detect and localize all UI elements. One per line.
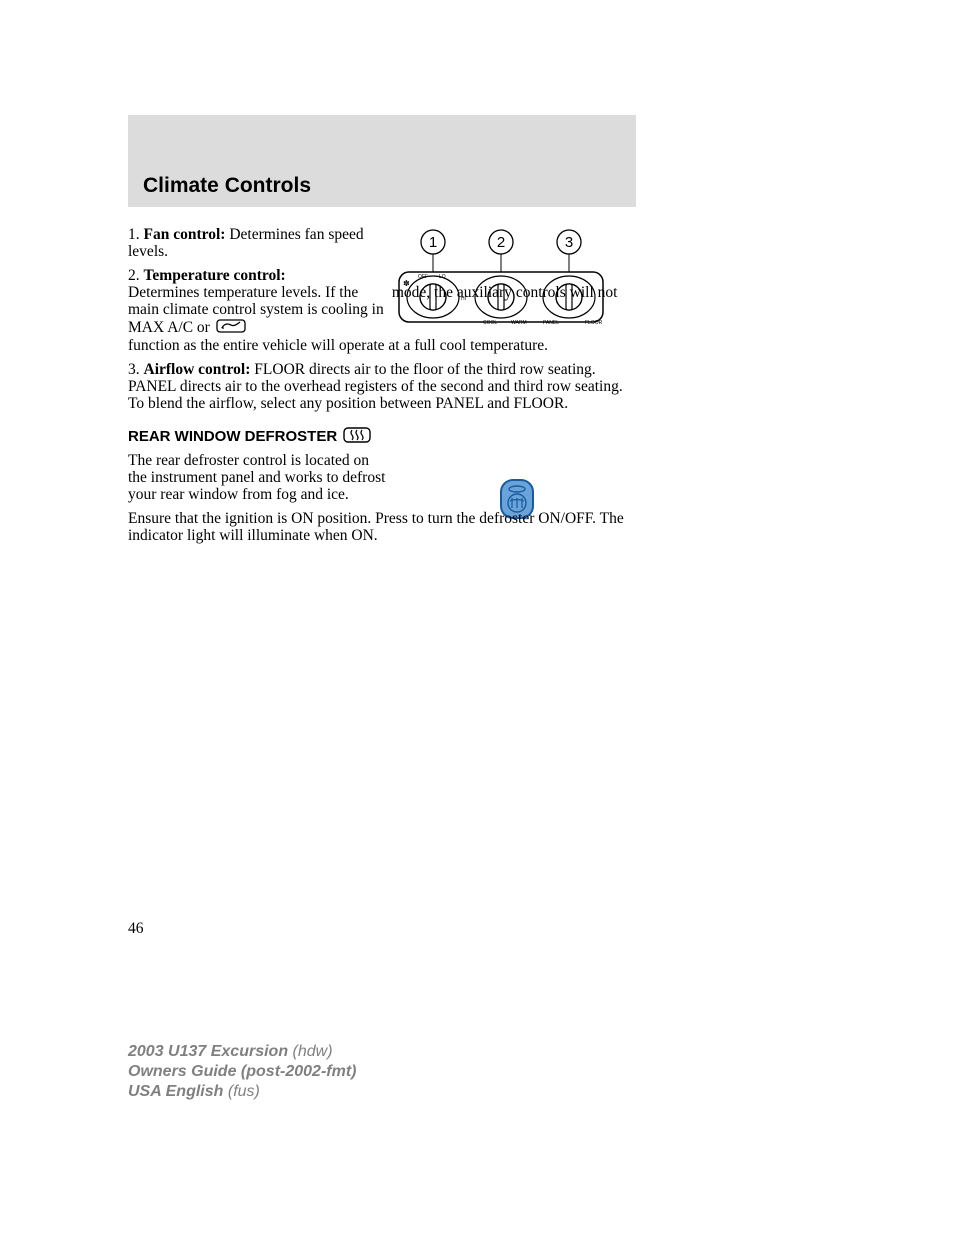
footer-line1-bold: 2003 U137 Excursion — [128, 1043, 293, 1060]
item2-text-a: Determines temperature levels. If the ma… — [128, 284, 384, 336]
footer-line3: USA English (fus) — [128, 1082, 356, 1102]
footer-block: 2003 U137 Excursion (hdw) Owners Guide (… — [128, 1042, 356, 1102]
rear-defroster-heading: REAR WINDOW DEFROSTER — [128, 427, 636, 448]
temperature-control-para: 2. Temperature control: Determines tempe… — [128, 267, 636, 355]
item3-label: Airflow control: — [144, 361, 251, 378]
item1-number: 1. — [128, 226, 144, 243]
item3-number: 3. — [128, 361, 144, 378]
footer-line3-bold: USA English — [128, 1083, 228, 1100]
body-content: 1. Fan control: Determines fan speed lev… — [128, 226, 636, 550]
footer-line3-ital: (fus) — [228, 1083, 260, 1100]
item2-label: Temperature control: — [144, 267, 286, 284]
section-title: Climate Controls — [143, 174, 311, 198]
item2-number: 2. — [128, 267, 144, 284]
page: Climate Controls 1 2 3 OFF — [0, 0, 954, 1235]
page-number: 46 — [128, 920, 144, 938]
footer-line2: Owners Guide (post-2002-fmt) — [128, 1062, 356, 1082]
recirculate-icon — [216, 319, 246, 337]
item1-label: Fan control: — [144, 226, 226, 243]
airflow-control-para: 3. Airflow control: FLOOR directs air to… — [128, 361, 636, 413]
defroster-para2: Ensure that the ignition is ON position.… — [128, 510, 636, 545]
rear-defroster-heading-text: REAR WINDOW DEFROSTER — [128, 429, 337, 446]
footer-line1: 2003 U137 Excursion (hdw) — [128, 1042, 356, 1062]
fan-control-para: 1. Fan control: Determines fan speed lev… — [128, 226, 388, 261]
footer-line1-ital: (hdw) — [293, 1043, 333, 1060]
rear-defrost-icon — [343, 427, 371, 448]
defroster-para1: The rear defroster control is located on… — [128, 452, 388, 504]
